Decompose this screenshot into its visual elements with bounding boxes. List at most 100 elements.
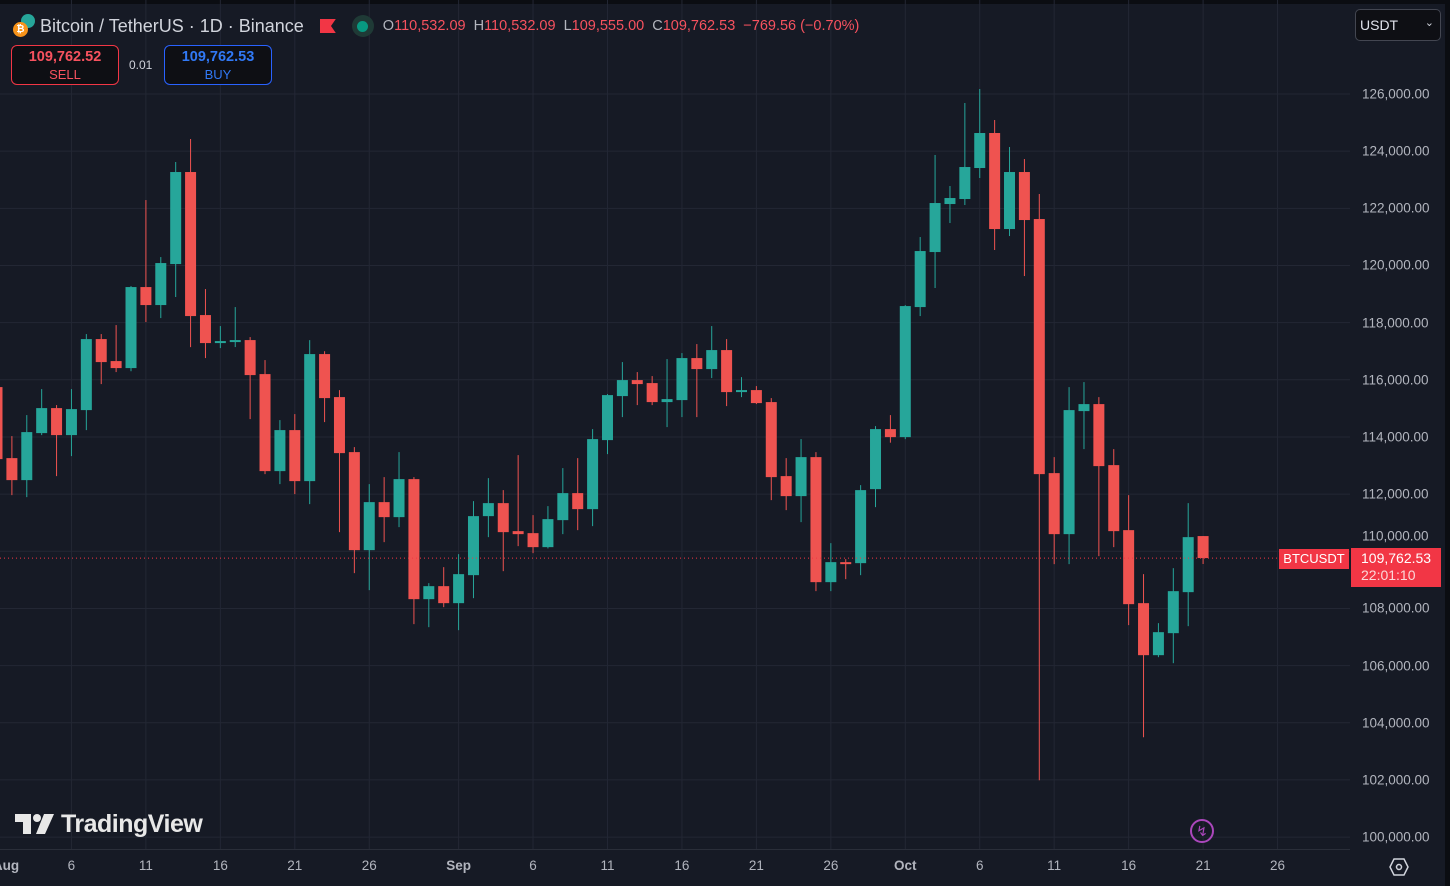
buy-button[interactable]: 109,762.53 BUY [164,45,272,85]
candle[interactable] [1033,194,1045,781]
candle[interactable] [259,360,271,475]
candle[interactable] [527,515,539,554]
candle[interactable] [1197,536,1209,564]
candle[interactable] [795,439,807,523]
hexagon-settings-icon[interactable] [1388,857,1410,877]
flag-icon[interactable] [319,19,336,33]
candle[interactable] [467,501,479,599]
candle[interactable] [408,477,420,625]
candle[interactable] [199,289,211,359]
candle[interactable] [557,468,569,535]
candle[interactable] [1152,623,1164,658]
price-tick-label: 116,000.00 [1362,372,1429,388]
candle[interactable] [974,88,986,179]
candle[interactable] [333,390,345,533]
candle[interactable] [229,307,241,348]
candle[interactable] [855,485,867,576]
candle[interactable] [497,490,509,572]
tradingview-logo[interactable]: TradingView [15,810,203,839]
candle[interactable] [765,398,777,501]
candle[interactable] [155,257,167,319]
candle[interactable] [1048,457,1060,565]
candle[interactable] [0,380,3,469]
candle[interactable] [363,484,375,591]
candle[interactable] [989,120,1001,251]
candle[interactable] [587,429,599,527]
candle[interactable] [646,376,658,406]
candle[interactable] [453,554,465,631]
candle[interactable] [244,337,256,420]
candle[interactable] [884,415,896,443]
candle[interactable] [1063,387,1075,565]
candle[interactable] [825,543,837,592]
candle[interactable] [572,458,584,531]
candle[interactable] [616,362,628,418]
candle[interactable] [840,559,852,580]
candle[interactable] [1167,568,1179,664]
candle[interactable] [378,477,390,543]
candle[interactable] [65,389,77,457]
candle[interactable] [736,377,747,398]
candle[interactable] [319,351,331,423]
candle[interactable] [393,452,405,528]
candle[interactable] [631,372,643,406]
candle[interactable] [125,286,137,372]
candle-body-down [333,397,345,454]
candle[interactable] [1182,503,1194,627]
candle[interactable] [482,478,494,538]
candle[interactable] [691,344,703,418]
candle[interactable] [214,326,226,349]
candle[interactable] [542,506,554,549]
candle[interactable] [750,386,762,405]
candle[interactable] [51,405,63,477]
candle[interactable] [6,436,18,496]
candle[interactable] [289,414,301,495]
price-tick-label: 114,000.00 [1362,429,1429,445]
candle[interactable] [810,452,822,592]
symbol-title[interactable]: Bitcoin / TetherUS · 1D · Binance [40,15,304,36]
candle[interactable] [1138,574,1150,738]
sell-button[interactable]: 109,762.52 SELL [11,45,119,85]
candle[interactable] [1004,147,1016,237]
candle[interactable] [304,340,316,505]
candle[interactable] [80,334,92,431]
candle[interactable] [676,353,688,418]
candle[interactable] [870,426,882,508]
candle[interactable] [423,583,435,628]
candle-body-up [170,172,182,265]
candle[interactable] [661,359,673,428]
candle[interactable] [780,458,792,511]
candle[interactable] [21,415,33,498]
candle[interactable] [1078,382,1090,450]
candle[interactable] [348,447,360,574]
open-label: O [382,18,395,34]
candle[interactable] [1123,495,1135,626]
candle[interactable] [95,334,107,385]
candle[interactable] [140,200,152,323]
candle[interactable] [944,186,956,224]
candle[interactable] [706,326,718,379]
candle[interactable] [1108,449,1120,548]
candle[interactable] [170,162,182,298]
lightning-icon[interactable]: ↯ [1190,819,1214,843]
candle[interactable] [1018,159,1030,277]
candle[interactable] [899,305,911,440]
low-label: L [563,18,572,34]
candle[interactable] [959,103,971,206]
candle[interactable] [438,567,450,608]
candle[interactable] [274,420,286,485]
candle[interactable] [601,394,613,455]
candle[interactable] [36,389,48,436]
candle[interactable] [914,237,926,317]
candle[interactable] [929,155,941,289]
candlestick-chart[interactable] [0,0,1350,850]
candle[interactable] [512,455,524,547]
candle[interactable] [721,339,733,407]
tradingview-logo-text: TradingView [61,810,203,838]
candle-body-down [810,457,822,583]
currency-select[interactable]: USDT ⌄ [1355,9,1441,41]
candle[interactable] [1093,397,1105,557]
candle[interactable] [185,139,197,348]
candle[interactable] [110,325,122,373]
market-open-dot-icon[interactable] [351,15,374,37]
